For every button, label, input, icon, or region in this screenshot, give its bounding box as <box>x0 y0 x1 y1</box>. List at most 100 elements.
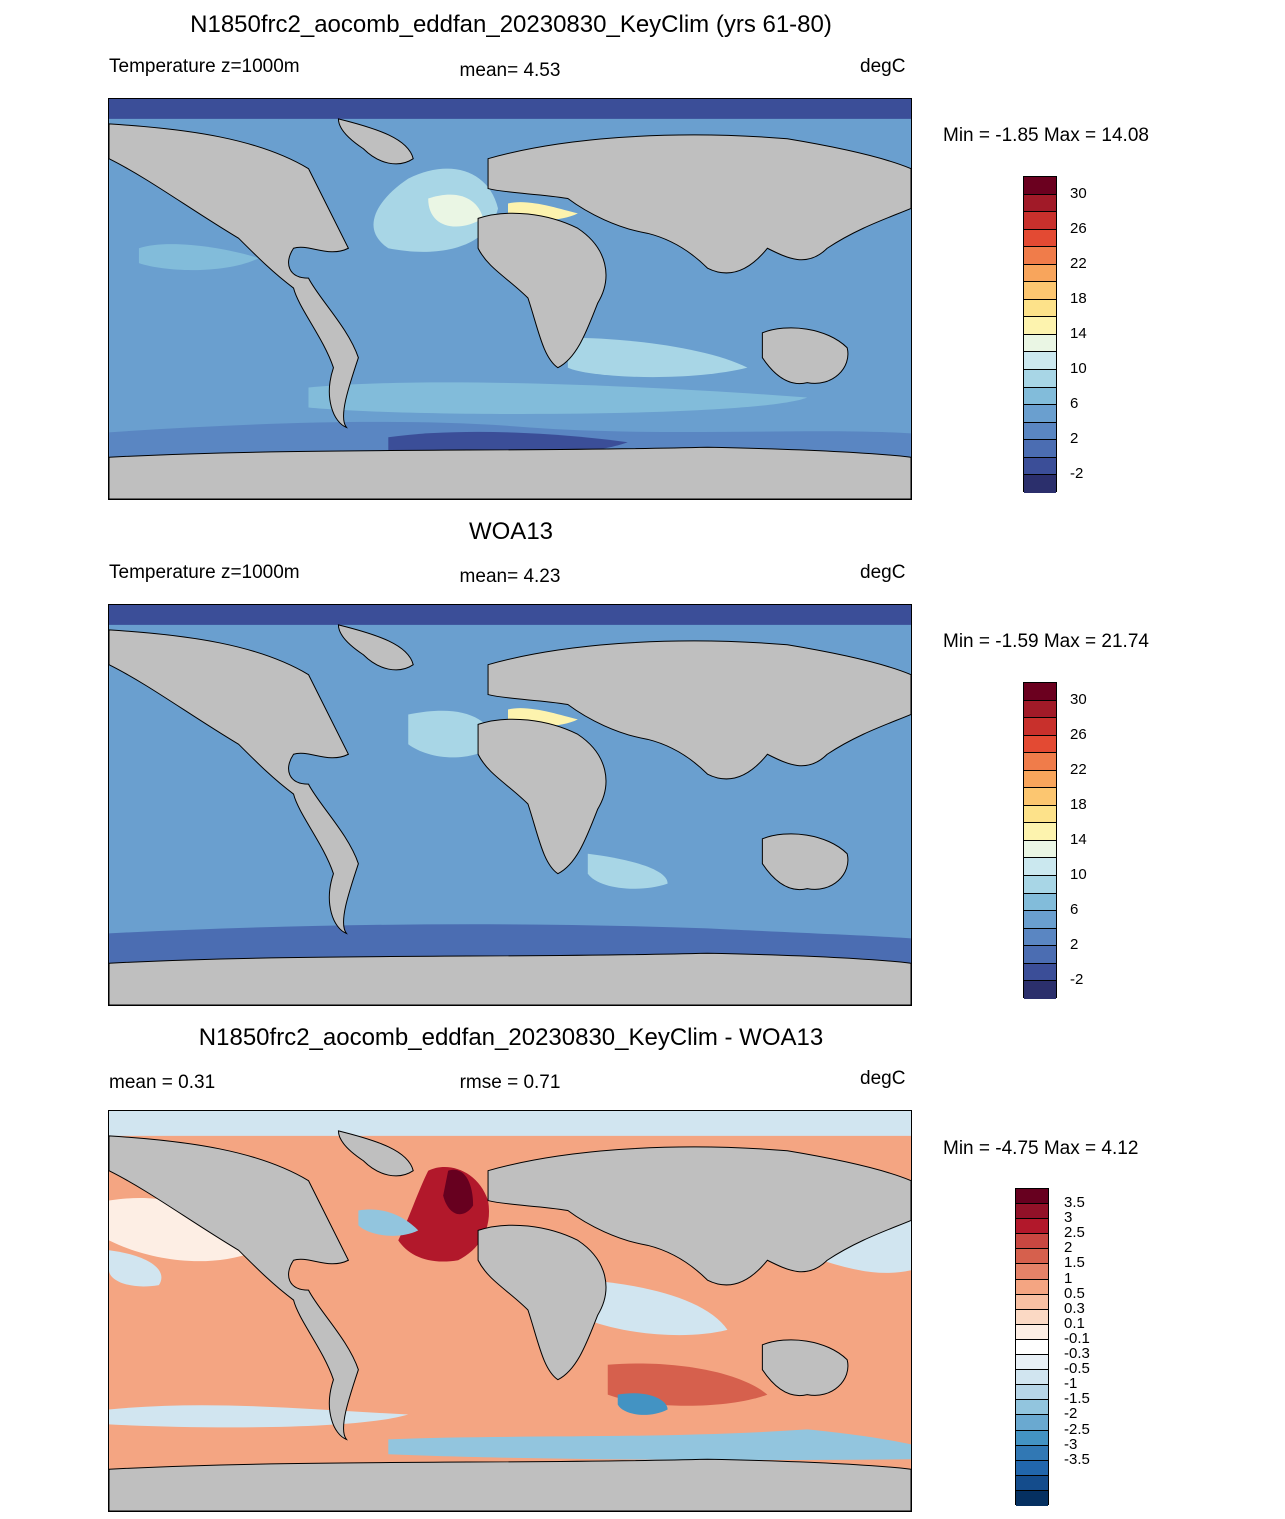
colorbar-swatch <box>1024 457 1056 476</box>
colorbar-swatch <box>1024 946 1056 964</box>
colorbar-tick-label: 26 <box>1070 725 1087 743</box>
left-label: Temperature z=1000m <box>109 56 300 77</box>
colorbar-swatch <box>1024 299 1056 318</box>
colorbar-swatch <box>1024 753 1056 771</box>
colorbar-tick-label: 22 <box>1070 254 1087 272</box>
panel-title: N1850frc2_aocomb_eddfan_20230830_KeyClim… <box>190 11 832 38</box>
americas-land <box>109 1135 359 1441</box>
southern-cool-band <box>388 1429 911 1461</box>
colorbar-swatch <box>1016 1475 1048 1491</box>
colorbar-swatch <box>1024 858 1056 877</box>
colorbar-swatch <box>1016 1370 1048 1386</box>
colorbar-swatch <box>1024 317 1056 335</box>
greenland-land <box>337 1130 414 1177</box>
world-map-svg <box>109 605 911 1005</box>
colorbar-swatch <box>1024 370 1056 388</box>
colorbar-tick-label: 6 <box>1070 901 1079 919</box>
colorbar-tick-label: -0.3 <box>1064 1345 1090 1363</box>
colorbar-tick-label: 30 <box>1070 184 1087 202</box>
colorbar-tick-label: 1 <box>1064 1269 1073 1287</box>
colorbar-swatch <box>1016 1400 1048 1416</box>
colorbar-swatch <box>1024 718 1056 736</box>
rmse-label: rmse = 0.71 <box>459 1072 561 1093</box>
colorbar-swatch <box>1024 683 1056 701</box>
colorbar <box>1015 1188 1049 1506</box>
colorbar-tick-label: 6 <box>1070 395 1079 413</box>
colorbar-swatch <box>1024 805 1056 824</box>
colorbar-tick-label: 3 <box>1064 1209 1073 1227</box>
world-map-svg <box>109 1111 911 1511</box>
colorbar-tick-label: 2 <box>1070 936 1079 954</box>
units-label: degC <box>860 562 906 583</box>
colorbar-tick-label: 1.5 <box>1064 1254 1085 1272</box>
indian-warm <box>567 337 748 378</box>
colorbar-tick-label: -1.5 <box>1064 1390 1090 1408</box>
arctic-band <box>109 605 911 625</box>
colorbar-swatch <box>1016 1234 1048 1250</box>
colorbar <box>1023 176 1057 493</box>
antarctica-land <box>109 1458 911 1511</box>
africa-land <box>477 212 607 369</box>
americas-land <box>109 123 359 429</box>
colorbar-swatch <box>1016 1355 1048 1371</box>
colorbar-tick-label: 2.5 <box>1064 1224 1085 1242</box>
australia-land <box>761 833 849 891</box>
panel-difference: N1850frc2_aocomb_eddfan_20230830_KeyClim… <box>0 1012 1285 1519</box>
colorbar-swatch <box>1024 928 1056 947</box>
minmax-label: Min = -4.75 Max = 4.12 <box>943 1138 1139 1159</box>
colorbar-swatch <box>1024 981 1056 999</box>
units-label: degC <box>860 1068 906 1089</box>
gulf-stream-cool <box>358 1209 419 1236</box>
australia-land <box>761 327 849 385</box>
colorbar-swatch <box>1024 264 1056 283</box>
mean-label: mean= 4.53 <box>459 60 561 81</box>
colorbar-swatch <box>1024 405 1056 423</box>
eurasia-land <box>487 134 911 274</box>
colorbar-swatch <box>1016 1460 1048 1476</box>
colorbar-swatch <box>1016 1294 1048 1310</box>
colorbar-tick-label: -2 <box>1064 1405 1078 1423</box>
colorbar-swatch <box>1024 177 1056 195</box>
colorbar-swatch <box>1024 247 1056 265</box>
colorbar-swatch <box>1024 352 1056 371</box>
colorbar-tick-label: 10 <box>1070 360 1087 378</box>
colorbar-swatch <box>1024 282 1056 300</box>
colorbar-swatch <box>1024 212 1056 230</box>
colorbar-swatch <box>1024 911 1056 929</box>
colorbar-tick-label: 10 <box>1070 866 1087 884</box>
colorbar-swatch <box>1024 229 1056 248</box>
atlantic-core <box>443 1169 474 1215</box>
arctic-band <box>109 1111 911 1136</box>
africa-land <box>477 1224 607 1381</box>
colorbar-swatch <box>1024 840 1056 859</box>
africa-land <box>477 718 607 875</box>
map-plot <box>108 1110 912 1512</box>
colorbar-swatch <box>1024 422 1056 441</box>
colorbar-swatch <box>1024 387 1056 406</box>
colorbar-tick-label: 18 <box>1070 795 1087 813</box>
colorbar-tick-label: 2 <box>1070 430 1079 448</box>
colorbar-tick-label: -1 <box>1064 1375 1078 1393</box>
minmax-label: Min = -1.59 Max = 21.74 <box>943 631 1149 652</box>
colorbar-swatch <box>1016 1249 1048 1265</box>
greenland-land <box>337 624 414 671</box>
colorbar-swatch <box>1024 334 1056 353</box>
mean-label: mean= 4.23 <box>459 566 561 587</box>
colorbar-swatch <box>1024 700 1056 719</box>
eurasia-land <box>487 640 911 780</box>
colorbar-tick-label: 14 <box>1070 325 1087 342</box>
map-plot <box>108 98 912 500</box>
atlantic-warm <box>408 710 499 758</box>
mid-south-band <box>308 382 808 414</box>
colorbar-swatch <box>1016 1204 1048 1220</box>
colorbar-tick-label: -2 <box>1070 971 1084 989</box>
colorbar-tick-label: -3.5 <box>1064 1450 1090 1468</box>
colorbar-tick-label: -0.1 <box>1064 1329 1090 1347</box>
colorbar-swatch <box>1016 1430 1048 1446</box>
colorbar-swatch <box>1016 1189 1048 1205</box>
colorbar-tick-label: 22 <box>1070 760 1087 778</box>
americas-land <box>109 629 359 935</box>
panel-title: WOA13 <box>468 518 554 545</box>
colorbar-swatch <box>1016 1385 1048 1401</box>
colorbar-tick-label: 30 <box>1070 690 1087 708</box>
